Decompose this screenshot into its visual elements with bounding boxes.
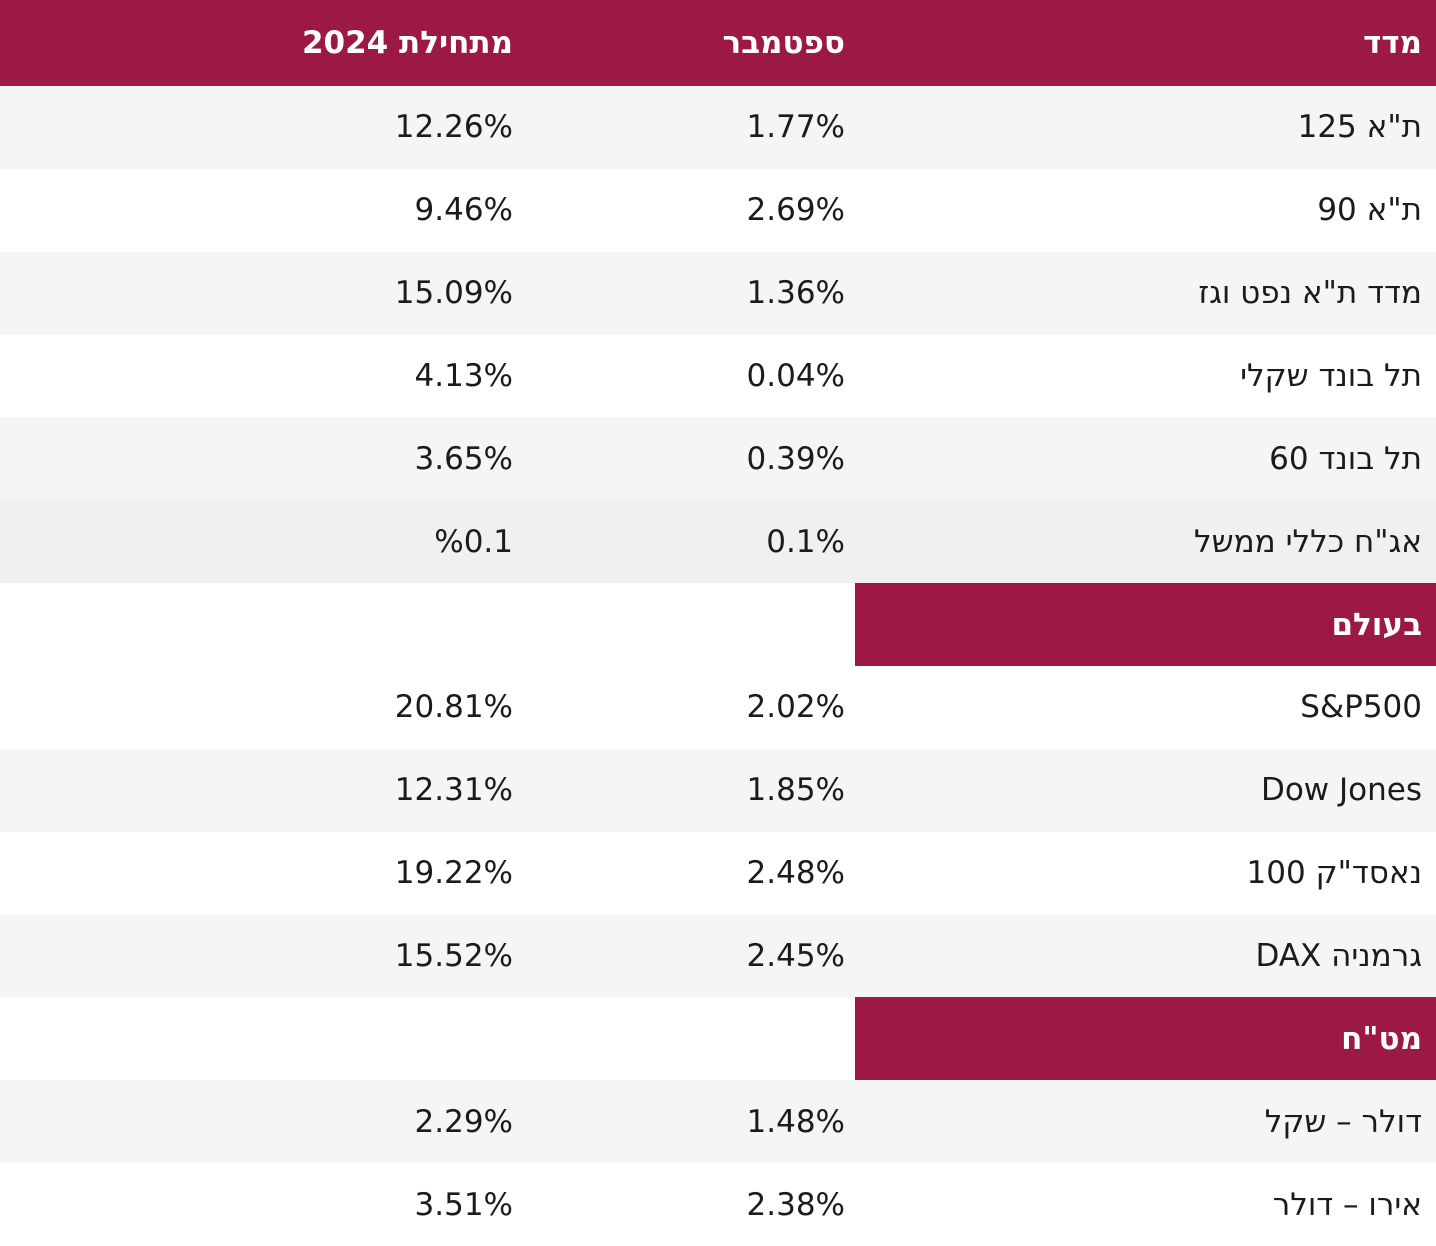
- september-value-cell: 1.77%: [746, 109, 845, 146]
- september-value-cell: 0.39%: [746, 440, 845, 477]
- ytd-value-cell: %0.1: [434, 523, 513, 560]
- table-row: תל בונד שקלי 0.04% 4.13%: [0, 334, 1436, 418]
- column-header-ytd-2024: מתחילת 2024: [301, 25, 513, 61]
- september-value-cell: 2.48%: [746, 855, 845, 892]
- index-name-cell: אג"ח כללי ממשל: [1194, 523, 1422, 560]
- table-row: נאסד"ק 100 2.48% 19.22%: [0, 831, 1436, 915]
- column-header-index: מדד: [1363, 25, 1422, 61]
- index-name-cell: S&P500: [1300, 689, 1422, 726]
- empty-cell: [523, 583, 855, 666]
- ytd-value-cell: 12.26%: [394, 109, 513, 146]
- table-row: ת"א 90 2.69% 9.46%: [0, 168, 1436, 252]
- index-name-cell: תל בונד שקלי: [1240, 358, 1422, 394]
- september-value-cell: 0.04%: [746, 358, 845, 394]
- ytd-value-cell: 19.22%: [394, 855, 513, 892]
- ytd-value-cell: 3.65%: [414, 440, 513, 477]
- index-name-cell: ת"א 125: [1297, 109, 1422, 146]
- section-header-row: מט"ח: [0, 997, 1436, 1081]
- empty-cell: [0, 583, 523, 666]
- index-name-cell: מדד ת"א נפט וגז: [1198, 275, 1422, 312]
- table-row: Dow Jones 1.85% 12.31%: [0, 748, 1436, 832]
- index-name-cell: ת"א 90: [1317, 192, 1422, 229]
- september-value-cell: 2.38%: [746, 1186, 845, 1223]
- empty-cell: [0, 997, 523, 1080]
- index-name-cell: אירו – דולר: [1272, 1186, 1422, 1223]
- table-row: S&P500 2.02% 20.81%: [0, 666, 1436, 749]
- ytd-value-cell: 15.52%: [394, 938, 513, 975]
- table-row: מדד ת"א נפט וגז 1.36% 15.09%: [0, 251, 1436, 335]
- ytd-value-cell: 3.51%: [414, 1186, 513, 1223]
- september-value-cell: 0.1%: [766, 523, 845, 560]
- table-row: תל בונד 60 0.39% 3.65%: [0, 417, 1436, 501]
- september-value-cell: 2.02%: [746, 689, 845, 726]
- table-header-row: מדד ספטמבר מתחילת 2024: [0, 0, 1436, 86]
- september-value-cell: 2.69%: [746, 192, 845, 229]
- empty-cell: [523, 997, 855, 1080]
- section-header-cell: מט"ח: [855, 997, 1436, 1081]
- index-name-cell: נאסד"ק 100: [1246, 855, 1422, 892]
- ytd-value-cell: 9.46%: [414, 192, 513, 229]
- september-value-cell: 2.45%: [746, 938, 845, 975]
- table-row: אג"ח כללי ממשל 0.1% %0.1: [0, 500, 1436, 584]
- index-name-cell: Dow Jones: [1260, 772, 1422, 809]
- index-name-cell: תל בונד 60: [1269, 440, 1422, 477]
- section-header-row: בעולם: [0, 583, 1436, 667]
- table-row: ת"א 125 1.77% 12.26%: [0, 86, 1436, 169]
- ytd-value-cell: 2.29%: [414, 1103, 513, 1140]
- ytd-value-cell: 12.31%: [394, 772, 513, 809]
- ytd-value-cell: 4.13%: [414, 358, 513, 394]
- column-header-september: ספטמבר: [722, 25, 845, 61]
- ytd-value-cell: 20.81%: [394, 689, 513, 726]
- section-header-cell: בעולם: [855, 583, 1436, 667]
- september-value-cell: 1.36%: [746, 275, 845, 312]
- table-row: אירו – דולר 2.38% 3.51%: [0, 1163, 1436, 1246]
- september-value-cell: 1.48%: [746, 1103, 845, 1140]
- index-name-cell: גרמניה DAX: [1255, 938, 1422, 975]
- september-value-cell: 1.85%: [746, 772, 845, 809]
- table-row: דולר – שקל 1.48% 2.29%: [0, 1080, 1436, 1164]
- table-row: גרמניה DAX 2.45% 15.52%: [0, 914, 1436, 998]
- index-name-cell: דולר – שקל: [1264, 1103, 1422, 1140]
- ytd-value-cell: 15.09%: [394, 275, 513, 312]
